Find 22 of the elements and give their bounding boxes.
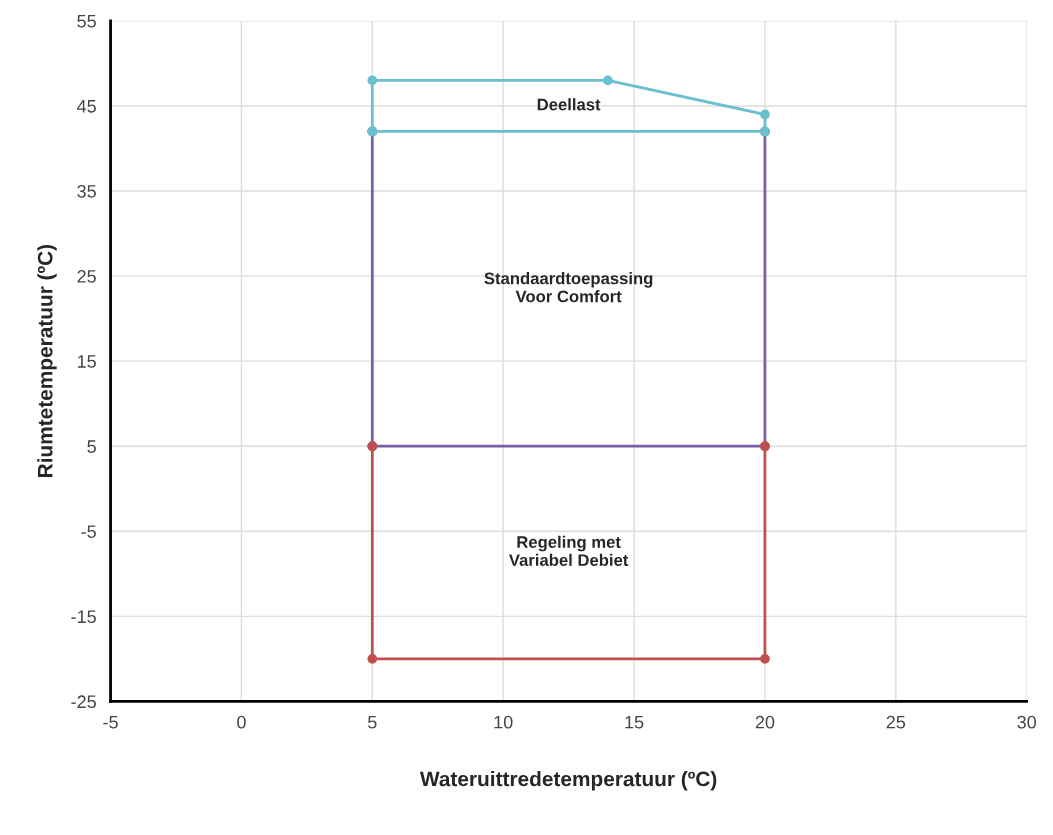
x-tick-label: 15 xyxy=(625,715,644,729)
x-tick-label: 25 xyxy=(886,715,906,729)
annotation: Deellast xyxy=(537,98,601,111)
x-tick-label: -5 xyxy=(103,715,118,729)
y-tick-label: -25 xyxy=(71,695,96,709)
x-axis-title: Wateruittredetemperatuur (ºC) xyxy=(419,771,717,791)
annotation: Regeling met Variabel Debiet xyxy=(508,535,629,567)
annotation: Standaardtoepassing Voor Comfort xyxy=(484,272,653,303)
x-tick-label: 10 xyxy=(494,715,513,729)
y-tick-label: -15 xyxy=(71,610,96,624)
y-tick-label: -5 xyxy=(81,525,96,538)
y-tick-label: 45 xyxy=(77,100,96,113)
y-tick-label: 35 xyxy=(77,184,96,198)
y-tick-label: 5 xyxy=(87,440,96,453)
x-tick-label: 5 xyxy=(368,715,377,729)
x-tick-label: 0 xyxy=(237,715,246,729)
x-tick-label: 20 xyxy=(755,715,775,729)
y-tick-label: 25 xyxy=(77,270,96,283)
y-tick-label: 55 xyxy=(77,15,96,28)
x-tick-label: 30 xyxy=(1017,715,1037,729)
y-tick-label: 15 xyxy=(77,355,96,368)
y-axis-title: Riumtetemperatuur (ºC) xyxy=(37,244,57,477)
